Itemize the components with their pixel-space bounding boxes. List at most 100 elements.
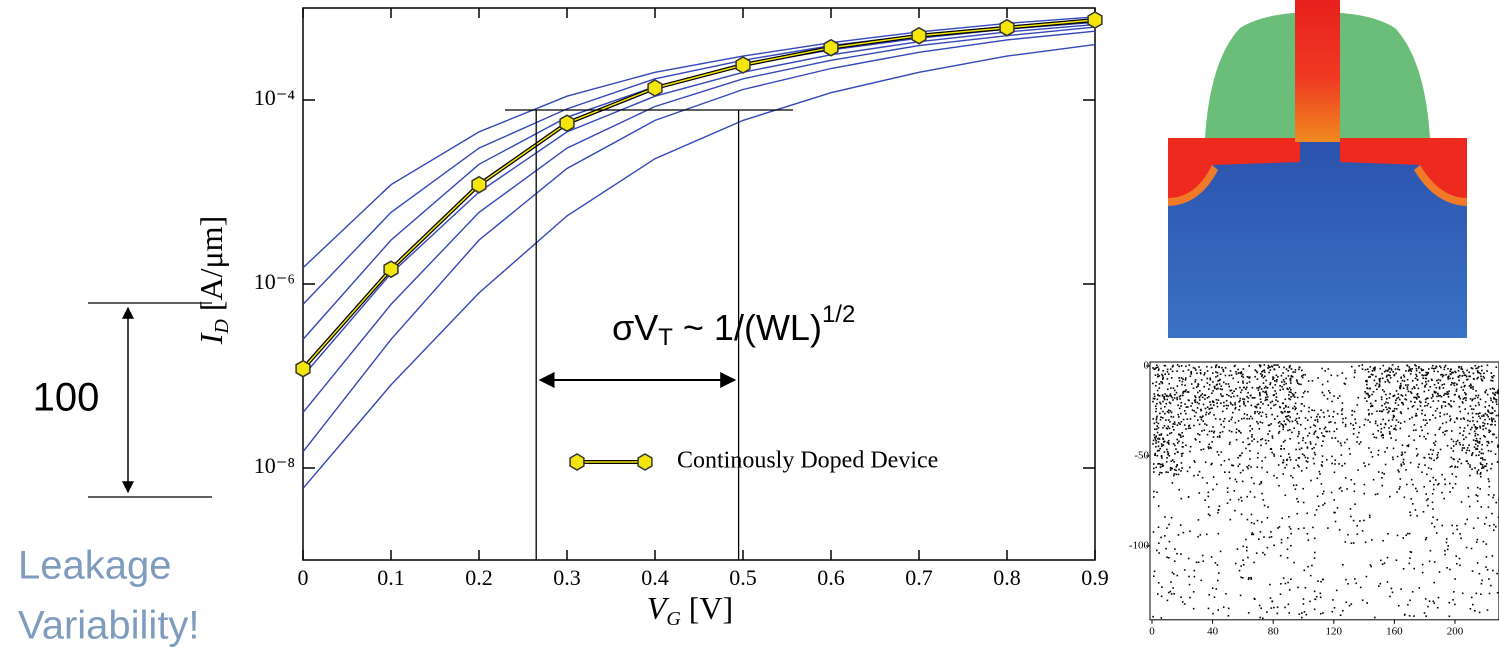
dopant-dot	[1262, 376, 1265, 379]
x-label-symbol: V	[647, 590, 670, 626]
dopant-dot	[1318, 470, 1321, 473]
dopant-dot	[1407, 444, 1410, 446]
dopant-dot	[1304, 390, 1306, 393]
dopant-dot	[1200, 379, 1203, 381]
dopant-dot	[1272, 386, 1274, 389]
dopant-dot	[1232, 377, 1234, 380]
dopant-dot	[1235, 371, 1237, 373]
dopant-dot	[1162, 438, 1165, 441]
dopant-dot	[1152, 418, 1154, 420]
dopant-dot	[1231, 404, 1234, 406]
dopant-dot	[1477, 394, 1480, 397]
dopant-dot	[1169, 466, 1172, 469]
dopant-dot	[1340, 454, 1343, 456]
dopant-dot	[1450, 456, 1453, 459]
dopant-dot	[1222, 420, 1225, 423]
dopant-dot	[1353, 428, 1355, 430]
dopant-dot	[1486, 569, 1489, 571]
dopant-dot	[1218, 383, 1221, 385]
dopant-dot	[1215, 398, 1218, 401]
dopant-dot	[1312, 526, 1314, 529]
dopant-dot	[1380, 435, 1383, 437]
dopant-dot	[1388, 431, 1391, 433]
dopant-dot	[1376, 410, 1378, 412]
dopant-dot	[1267, 424, 1270, 427]
dopant-dot	[1289, 365, 1291, 367]
dopant-dot	[1153, 393, 1156, 395]
dopant-dot	[1494, 420, 1496, 423]
dopant-dot	[1456, 524, 1458, 527]
dopant-dot	[1321, 465, 1323, 467]
dopant-dot	[1306, 461, 1309, 463]
dopant-dot	[1297, 501, 1299, 503]
dopant-dot	[1288, 453, 1290, 455]
dopant-dot	[1365, 575, 1368, 578]
dopant-dot	[1433, 602, 1435, 604]
dopant-dot	[1281, 381, 1283, 383]
dopant-dot	[1298, 433, 1300, 435]
dopant-dot	[1431, 493, 1434, 495]
dopant-dot	[1410, 478, 1413, 481]
dopant-dot	[1294, 371, 1296, 373]
dopant-dot	[1444, 405, 1447, 407]
dopant-dot	[1357, 396, 1360, 399]
dopant-dot	[1384, 423, 1387, 426]
dopant-dot	[1264, 371, 1266, 373]
dopant-dot	[1483, 435, 1485, 437]
dopant-dot	[1459, 397, 1461, 400]
marker	[647, 79, 663, 97]
dopant-dot	[1439, 365, 1441, 367]
dopant-dot	[1155, 364, 1158, 367]
dopant-dot	[1160, 617, 1163, 619]
dopant-dot	[1405, 384, 1407, 386]
dopant-dot	[1161, 586, 1163, 588]
dopant-dot	[1183, 410, 1186, 412]
dopant-dot	[1354, 418, 1356, 421]
dopant-dot	[1429, 480, 1431, 482]
dopant-dot	[1378, 379, 1381, 382]
dopant-dot	[1240, 372, 1242, 375]
dopant-dot	[1400, 384, 1402, 387]
dopant-dot	[1328, 415, 1330, 417]
dopant-dot	[1156, 389, 1159, 392]
dopant-dot	[1309, 426, 1312, 429]
dopant-dot	[1338, 529, 1341, 531]
source	[1168, 138, 1300, 202]
dopant-dot	[1381, 433, 1384, 436]
dopant-dot	[1185, 377, 1187, 379]
dopant-dot	[1405, 534, 1407, 537]
dopant-dot	[1371, 405, 1374, 407]
dopant-dot	[1217, 454, 1220, 456]
dopant-dot	[1470, 384, 1472, 387]
dopant-dot	[1477, 433, 1479, 436]
dopant-dot	[1309, 600, 1311, 603]
dopant-dot	[1261, 438, 1264, 440]
dopant-dot	[1182, 452, 1184, 455]
dopant-dot	[1295, 448, 1297, 451]
dopant-dot	[1235, 439, 1238, 441]
dopant-dot	[1281, 517, 1283, 519]
dopant-dot	[1174, 423, 1176, 425]
dopant-dot	[1425, 397, 1428, 400]
dopant-dot	[1434, 410, 1437, 412]
dopant-dot	[1159, 402, 1162, 405]
dopant-dot	[1425, 419, 1427, 421]
dopant-dot	[1330, 491, 1333, 494]
dopant-dot	[1196, 407, 1199, 409]
dopant-dot	[1391, 364, 1394, 366]
dopant-dot	[1256, 371, 1259, 374]
dopant-dot	[1168, 401, 1171, 404]
dopant-dot	[1269, 382, 1272, 384]
dopant-dot	[1155, 440, 1157, 442]
dopant-dot	[1194, 395, 1196, 397]
device-curve	[302, 30, 1096, 453]
dopant-dot	[1387, 411, 1389, 414]
dopant-dot	[1326, 430, 1328, 433]
dopant-dot	[1395, 372, 1397, 375]
dopant-dot	[1212, 612, 1214, 615]
marker	[911, 26, 927, 45]
dopant-dot	[1202, 448, 1205, 450]
dopant-dot	[1182, 394, 1184, 397]
dopant-dot	[1248, 464, 1250, 467]
dopant-dot	[1315, 595, 1318, 598]
